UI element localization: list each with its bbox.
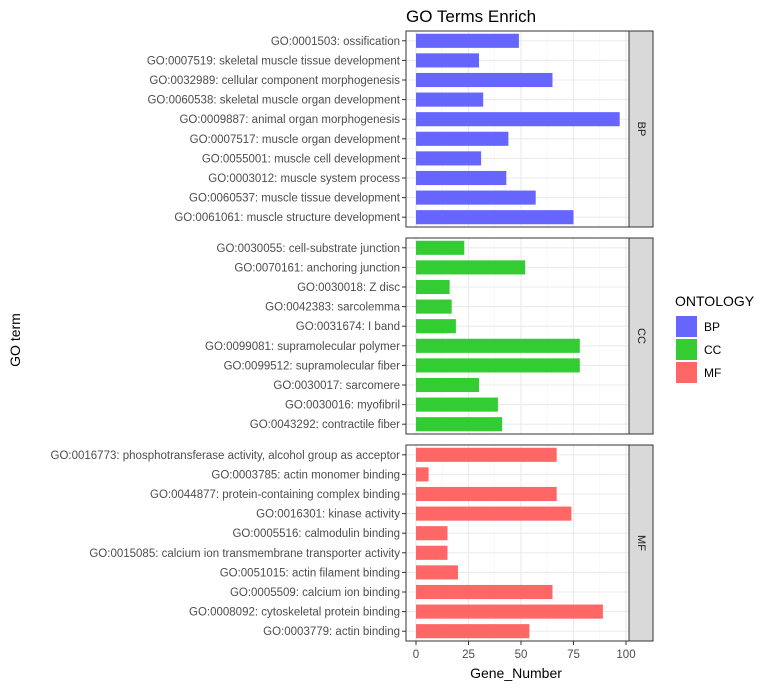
bar	[416, 131, 509, 146]
y-tick-label: GO:0032989: cellular component morphogen…	[149, 75, 400, 87]
y-tick-label: GO:0003779: actin binding	[263, 626, 400, 638]
bar	[416, 170, 507, 186]
y-tick-label: GO:0016301: kinase activity	[256, 509, 400, 521]
facet-strip-label: BP	[635, 122, 647, 137]
bar	[416, 377, 479, 393]
bar	[416, 584, 553, 600]
bar	[416, 279, 450, 295]
y-tick-label: GO:0099081: supramolecular polymer	[205, 341, 400, 353]
y-tick-label: GO:0030055: cell-substrate junction	[217, 243, 400, 255]
x-axis: 0 25 50 75 100	[413, 641, 636, 661]
y-tick-label: GO:0007519: skeletal muscle tissue devel…	[147, 55, 401, 67]
facet-cc: GO:0030055: cell-substrate junction GO:00…	[205, 237, 654, 435]
facet-mf: GO:0016773: phosphotransferase activity,…	[51, 444, 654, 642]
y-tick-label: GO:0030016: myofibril	[285, 400, 400, 412]
legend-key	[676, 362, 697, 383]
chart-title: GO Terms Enrich	[406, 7, 536, 26]
bar	[416, 112, 620, 127]
x-tick-label: 50	[515, 649, 528, 661]
facet-strip	[628, 444, 654, 642]
x-tick-label: 100	[616, 649, 635, 661]
legend-label: BP	[704, 320, 720, 334]
y-tick-label: GO:0061061: muscle structure development	[174, 212, 400, 224]
y-tick-label: GO:0044877: protein-containing complex b…	[150, 489, 400, 501]
bar	[416, 565, 458, 580]
legend-key	[676, 316, 697, 337]
legend-title: ONTOLOGY	[675, 293, 755, 309]
y-tick-label: GO:0008092: cytoskeletal protein binding	[189, 607, 400, 619]
bar	[416, 260, 526, 275]
y-tick-label: GO:0003012: muscle system process	[208, 173, 400, 185]
bar	[416, 545, 448, 560]
facet-strip-label: CC	[635, 328, 647, 344]
x-axis-title: Gene_Number	[470, 665, 562, 681]
bar	[416, 417, 503, 432]
y-tick-label: GO:0003785: actin monomer binding	[211, 469, 400, 481]
bar	[416, 624, 530, 639]
facet-strip	[628, 30, 654, 228]
facet-strip	[628, 237, 654, 435]
facet-bp: GO:0001503: ossification GO:0007519: skel…	[147, 30, 654, 228]
x-tick-label: 75	[567, 649, 580, 661]
y-tick-label: GO:0015085: calcium ion transmembrane tr…	[89, 548, 400, 560]
bar	[416, 299, 452, 314]
bar	[416, 526, 448, 541]
y-tick-label: GO:0031674: I band	[296, 321, 400, 333]
bar	[416, 604, 603, 619]
bar	[416, 190, 536, 205]
bar	[416, 506, 572, 521]
legend-key	[676, 339, 697, 360]
x-tick-label: 25	[462, 649, 475, 661]
y-tick-label: GO:0005509: calcium ion binding	[230, 587, 400, 599]
bar	[416, 467, 429, 482]
bar	[416, 358, 580, 373]
bar	[416, 447, 557, 462]
bar	[416, 72, 553, 88]
bar	[416, 92, 484, 107]
legend-label: CC	[704, 343, 722, 357]
y-tick-label: GO:0005516: calmodulin binding	[232, 528, 400, 540]
y-tick-label: GO:0070161: anchoring junction	[234, 262, 400, 274]
bar	[416, 338, 580, 353]
bar	[416, 397, 498, 412]
y-tick-label: GO:0043292: contractile fiber	[250, 419, 400, 431]
facet-strip-label: MF	[635, 535, 647, 551]
y-tick-label: GO:0009887: animal organ morphogenesis	[179, 114, 400, 126]
facet-panels: GO:0001503: ossification GO:0007519: skel…	[51, 30, 654, 642]
bar	[416, 53, 479, 68]
bar	[416, 486, 557, 502]
x-tick-label: 0	[413, 649, 419, 661]
y-tick-label: GO:0030018: Z disc	[297, 282, 400, 294]
y-tick-label: GO:0051015: actin filament binding	[220, 567, 400, 579]
y-tick-label: GO:0007517: muscle organ development	[190, 134, 401, 146]
bar	[416, 240, 465, 255]
bar	[416, 210, 574, 225]
bar	[416, 33, 519, 48]
y-tick-label: GO:0030017: sarcomere	[273, 380, 400, 392]
y-tick-label: GO:0055001: muscle cell development	[202, 153, 401, 165]
y-axis-title: GO term	[7, 313, 23, 367]
y-tick-label: GO:0042383: sarcolemma	[265, 302, 400, 314]
y-tick-label: GO:0060538: skeletal muscle organ develo…	[147, 95, 400, 107]
y-tick-label: GO:0001503: ossification	[271, 36, 400, 48]
bar	[416, 319, 456, 334]
bar	[416, 151, 482, 166]
y-tick-label: GO:0060537: muscle tissue development	[189, 193, 401, 205]
y-tick-label: GO:0099512: supramolecular fiber	[224, 360, 401, 372]
legend: ONTOLOGY BP CC MF	[675, 293, 755, 383]
y-tick-label: GO:0016773: phosphotransferase activity,…	[51, 450, 401, 462]
legend-label: MF	[704, 366, 721, 380]
